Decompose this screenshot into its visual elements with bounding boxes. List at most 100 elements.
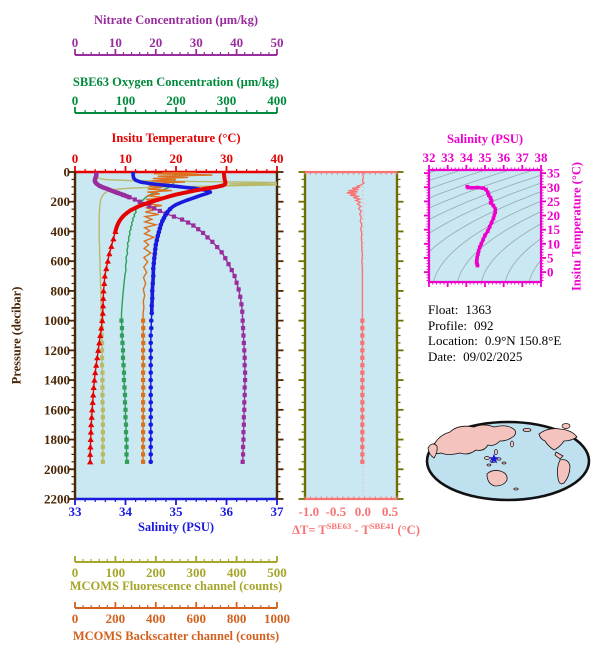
tick-label: 33 <box>441 150 455 165</box>
tick-label: 0 <box>72 151 79 166</box>
series-temperature <box>87 172 228 465</box>
landmass <box>484 456 490 460</box>
world-map <box>425 420 591 502</box>
tick-label: 10 <box>109 35 122 50</box>
tick-label: 34 <box>460 150 474 165</box>
landmass <box>522 428 532 432</box>
tick-label: 20 <box>547 208 560 223</box>
delta-t-label-sup2: SBE41 <box>369 521 395 531</box>
tick-label: 10 <box>547 236 560 251</box>
tick-label: 36 <box>497 150 511 165</box>
tick-label: 100 <box>106 565 126 580</box>
tick-label: 32 <box>423 150 436 165</box>
landmass <box>494 449 498 455</box>
tick-label: 1000 <box>264 611 290 626</box>
tick-label: 20 <box>170 151 183 166</box>
tick-label: 200 <box>106 611 126 626</box>
float-info-block: Float: 1363 Profile: 092 Location: 0.9°N 15… <box>428 302 561 364</box>
tick-label: 15 <box>547 222 561 237</box>
tick-label: 10 <box>119 151 132 166</box>
tick-label: 36 <box>220 504 234 519</box>
tick-label: 30 <box>190 35 203 50</box>
oxygen-axis: 0 100 200 300 400 <box>72 93 287 114</box>
tick-label: 0.0 <box>355 504 371 519</box>
delta-t-plot-area <box>305 172 397 499</box>
tick-label: 1600 <box>44 402 70 417</box>
tick-label: 30 <box>220 151 233 166</box>
tick-label: 100 <box>116 93 136 108</box>
nitrate-axis-title: Nitrate Concentration (µm/kg) <box>93 13 259 27</box>
delta-t-axis-title: ΔT= TSBE63 - TSBE41 (°C) <box>266 521 446 538</box>
tick-label: 30 <box>547 180 560 195</box>
tick-label: 0.5 <box>382 504 399 519</box>
tick-label: 33 <box>69 504 83 519</box>
tick-label: -1.0 <box>298 504 319 519</box>
float-id-value: 1363 <box>465 302 492 317</box>
delta-t-label-mid: - T <box>351 523 370 538</box>
landmass <box>501 461 507 465</box>
ts-plot-area <box>429 170 541 282</box>
tick-label: 800 <box>227 611 247 626</box>
tick-label: 0 <box>547 265 554 280</box>
tick-label: 37 <box>516 150 530 165</box>
float-id-row: Float: 1363 <box>428 302 561 318</box>
tick-label: 5 <box>547 250 554 265</box>
salinity-axis-title: Salinity (PSU) <box>137 520 215 534</box>
series-delta-t <box>346 172 365 464</box>
tick-label: 400 <box>51 224 71 239</box>
tick-label: 1800 <box>44 432 70 447</box>
main-series-group <box>87 172 277 465</box>
tick-label: 0 <box>72 35 79 50</box>
ts-salinity-title: Salinity (PSU) <box>446 132 524 146</box>
tick-label: 300 <box>186 565 206 580</box>
tick-label: 400 <box>146 611 166 626</box>
tick-label: 37 <box>271 504 285 519</box>
nitrate-axis: 0 10 20 30 40 50 <box>72 35 284 56</box>
landmass <box>427 443 438 459</box>
tick-label: 35 <box>479 150 493 165</box>
location-row: Location: 0.9°N 150.8°E <box>428 333 561 349</box>
series-salinity <box>131 172 213 465</box>
landmass <box>538 428 578 451</box>
tick-label: 1000 <box>44 313 70 328</box>
tick-label: 25 <box>547 194 561 209</box>
profile-label: Profile: <box>428 317 467 333</box>
temperature-axis-title: Insitu Temperature (°C) <box>111 131 241 145</box>
tick-label: 35 <box>170 504 184 519</box>
date-label: Date: <box>428 348 457 364</box>
delta-t-label-sup1: SBE63 <box>326 521 352 531</box>
landmass <box>431 424 516 455</box>
tick-label: 600 <box>51 254 71 269</box>
series-fluorescence <box>96 172 277 464</box>
tick-label: 200 <box>166 93 186 108</box>
delta-t-panel: -1.0 -0.5 0.0 0.5 <box>298 170 404 519</box>
delta-t-label-prefix: ΔT= T <box>292 523 327 538</box>
tick-label: 0 <box>64 165 71 180</box>
landmass <box>486 463 492 467</box>
landmass <box>486 470 508 487</box>
profile-value: 092 <box>474 317 494 333</box>
tick-label: 800 <box>51 283 71 298</box>
tick-label: 1200 <box>44 343 70 358</box>
tick-label: 400 <box>267 93 287 108</box>
tick-label: 20 <box>149 35 162 50</box>
tick-label: 600 <box>186 611 206 626</box>
main-plot-area <box>75 172 277 499</box>
pressure-axis: 0 200 400 600 800 1000 1200 1400 1600 1800 2000 220… <box>44 165 284 507</box>
fluor-axis: 0 100 200 300 400 500 <box>72 556 287 580</box>
tick-label: 0 <box>72 611 79 626</box>
tick-label: 200 <box>146 565 166 580</box>
tick-label: 1400 <box>44 373 70 388</box>
landmass <box>556 459 571 485</box>
ts-temperature-title: Insitu Temperature (°C) <box>569 161 584 292</box>
tick-label: 40 <box>271 151 284 166</box>
tick-label: 200 <box>51 194 71 209</box>
date-value: 09/02/2025 <box>463 348 523 364</box>
tick-label: 38 <box>535 150 549 165</box>
tick-label: 300 <box>217 93 237 108</box>
profile-row: Profile: 092 <box>428 318 561 334</box>
ts-curve <box>465 184 498 268</box>
